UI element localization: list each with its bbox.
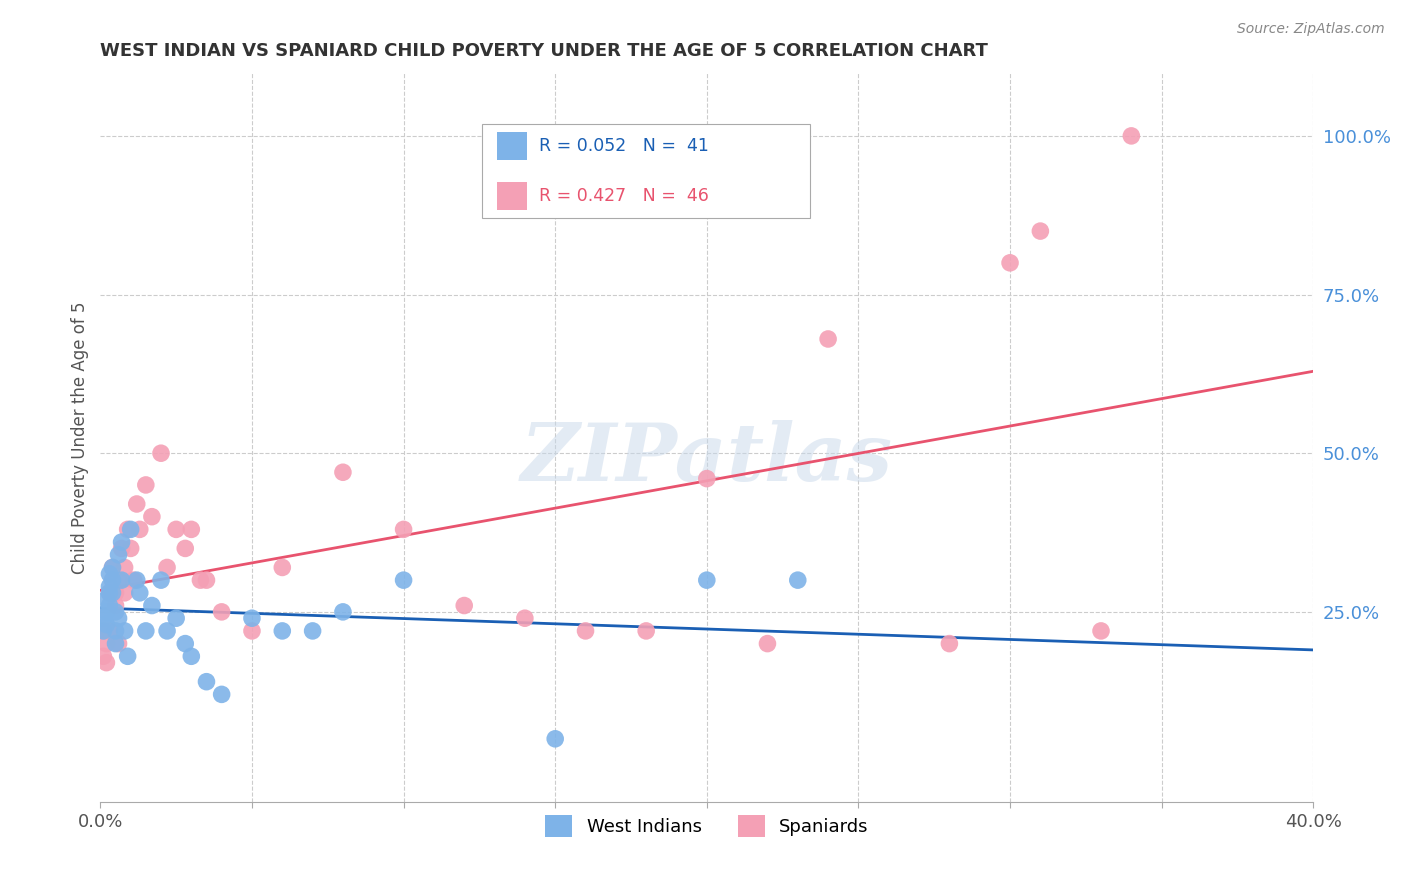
Point xyxy=(156,560,179,574)
Point xyxy=(141,509,163,524)
Point xyxy=(117,522,139,536)
Point xyxy=(544,731,567,746)
Point xyxy=(211,605,233,619)
Point xyxy=(513,611,536,625)
Text: ZIPatlas: ZIPatlas xyxy=(520,420,893,498)
Point xyxy=(110,535,132,549)
FancyBboxPatch shape xyxy=(496,132,527,160)
Text: R = 0.427   N =  46: R = 0.427 N = 46 xyxy=(540,186,709,205)
Point xyxy=(98,586,121,600)
Point xyxy=(101,560,124,574)
Point xyxy=(392,522,415,536)
Point xyxy=(110,541,132,556)
Point xyxy=(271,624,294,638)
Point xyxy=(453,599,475,613)
Point xyxy=(93,649,115,664)
Point xyxy=(104,637,127,651)
Point xyxy=(125,573,148,587)
Point xyxy=(93,624,115,638)
Point xyxy=(101,573,124,587)
Point xyxy=(574,624,596,638)
Point xyxy=(107,637,129,651)
Point xyxy=(271,560,294,574)
Point xyxy=(114,560,136,574)
Point xyxy=(110,573,132,587)
Point xyxy=(696,472,718,486)
Point xyxy=(93,611,115,625)
Point xyxy=(98,566,121,581)
Point xyxy=(195,573,218,587)
Point xyxy=(98,624,121,638)
Point xyxy=(128,586,150,600)
Point xyxy=(1029,224,1052,238)
Point xyxy=(104,586,127,600)
Point xyxy=(938,637,960,651)
Point xyxy=(120,522,142,536)
Point xyxy=(104,599,127,613)
Point xyxy=(96,617,118,632)
Point xyxy=(190,573,212,587)
Point xyxy=(101,560,124,574)
Point xyxy=(696,573,718,587)
Point xyxy=(998,256,1021,270)
Point xyxy=(150,446,173,460)
Point xyxy=(135,624,157,638)
Point xyxy=(135,478,157,492)
Point xyxy=(1090,624,1112,638)
Point xyxy=(98,586,121,600)
Point xyxy=(636,624,658,638)
Point xyxy=(122,573,145,587)
Point xyxy=(141,599,163,613)
Point xyxy=(150,573,173,587)
Text: Source: ZipAtlas.com: Source: ZipAtlas.com xyxy=(1237,22,1385,37)
Point xyxy=(96,656,118,670)
Point xyxy=(93,624,115,638)
Point xyxy=(96,592,118,607)
Point xyxy=(165,522,187,536)
Point xyxy=(156,624,179,638)
Point xyxy=(174,541,197,556)
Point xyxy=(240,624,263,638)
Point xyxy=(301,624,323,638)
Y-axis label: Child Poverty Under the Age of 5: Child Poverty Under the Age of 5 xyxy=(72,301,89,574)
Point xyxy=(117,649,139,664)
Point xyxy=(120,541,142,556)
Point xyxy=(98,599,121,613)
Point xyxy=(240,611,263,625)
Legend: West Indians, Spaniards: West Indians, Spaniards xyxy=(537,808,876,845)
Point xyxy=(98,579,121,593)
Point xyxy=(96,637,118,651)
Point xyxy=(180,649,202,664)
Point xyxy=(114,586,136,600)
Point xyxy=(180,522,202,536)
Point xyxy=(104,605,127,619)
Point xyxy=(211,687,233,701)
Point xyxy=(756,637,779,651)
Point xyxy=(195,674,218,689)
Point xyxy=(817,332,839,346)
Point xyxy=(332,605,354,619)
Point xyxy=(786,573,808,587)
Point xyxy=(128,522,150,536)
Point xyxy=(165,611,187,625)
Point xyxy=(101,573,124,587)
Point xyxy=(107,611,129,625)
FancyBboxPatch shape xyxy=(496,182,527,210)
Point xyxy=(107,573,129,587)
Point xyxy=(1121,128,1143,143)
Point xyxy=(174,637,197,651)
Point xyxy=(107,548,129,562)
Point xyxy=(125,497,148,511)
Text: WEST INDIAN VS SPANIARD CHILD POVERTY UNDER THE AGE OF 5 CORRELATION CHART: WEST INDIAN VS SPANIARD CHILD POVERTY UN… xyxy=(100,42,988,60)
Point xyxy=(101,586,124,600)
Text: R = 0.052   N =  41: R = 0.052 N = 41 xyxy=(540,137,709,155)
Point xyxy=(114,624,136,638)
Point xyxy=(392,573,415,587)
Point xyxy=(332,465,354,479)
Point xyxy=(104,624,127,638)
FancyBboxPatch shape xyxy=(482,123,810,219)
Point xyxy=(96,605,118,619)
